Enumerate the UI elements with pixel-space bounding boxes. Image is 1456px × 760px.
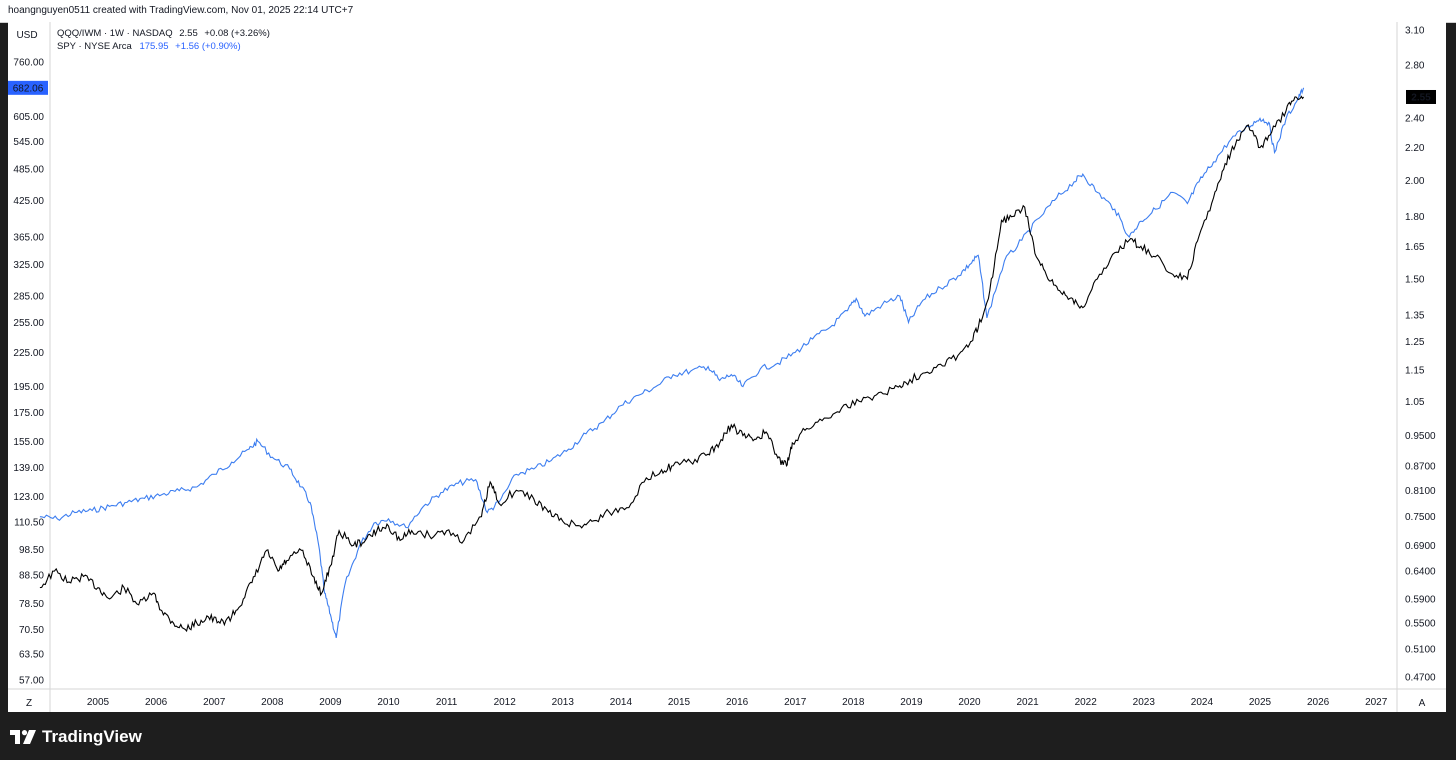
right-axis-tick-label: 0.6900 <box>1405 541 1436 552</box>
tradingview-brand[interactable]: TradingView <box>10 727 142 747</box>
log-scale-button[interactable]: Z <box>26 698 32 709</box>
spy-last-price-bg <box>8 80 48 95</box>
left-axis-tick-label: 255.00 <box>13 318 44 329</box>
left-axis-tick-label: 760.00 <box>13 58 44 69</box>
ratio-last-price-value: 2.55 <box>1411 92 1431 103</box>
time-axis-tick-label: 2026 <box>1307 697 1330 708</box>
time-axis-tick-label: 2015 <box>668 697 691 708</box>
right-axis-tick-label: 1.35 <box>1405 311 1425 322</box>
legend-series-spy[interactable]: SPY · NYSE Arca 175.95 +1.56 (+0.90%) <box>57 41 241 52</box>
tradingview-wordmark: TradingView <box>42 727 142 746</box>
time-axis-tick-label: 2019 <box>900 697 923 708</box>
right-axis-tick-label: 0.4700 <box>1405 673 1436 684</box>
time-axis-tick-label: 2021 <box>1016 697 1039 708</box>
left-axis-tick-label: 225.00 <box>13 348 44 359</box>
right-axis-tick-label: 2.20 <box>1405 143 1425 154</box>
legend-series-ratio[interactable]: QQQ/IWM · 1W · NASDAQ 2.55 +0.08 (+3.26%… <box>57 28 270 39</box>
auto-scale-button[interactable]: A <box>1419 698 1426 709</box>
time-axis-tick-label: 2013 <box>552 697 575 708</box>
right-axis-tick-label: 3.10 <box>1405 26 1425 37</box>
time-axis[interactable]: 2005 2006 2007 2008 2009 2010 2011 2012 2013 2014… <box>87 697 1388 708</box>
time-axis-tick-label: 2018 <box>842 697 865 708</box>
left-price-axis[interactable]: 760.00 605.00 545.00 485.00 425.00 365.00 325.… <box>13 58 44 687</box>
time-axis-tick-label: 2010 <box>377 697 400 708</box>
time-axis-tick-label: 2016 <box>726 697 749 708</box>
legend-spy-value: 175.95 <box>139 41 168 52</box>
right-axis-tick-label: 0.5900 <box>1405 595 1436 606</box>
left-axis-tick-label: 98.50 <box>19 545 44 556</box>
left-axis-tick-label: 195.00 <box>13 382 44 393</box>
left-axis-tick-label: 545.00 <box>13 137 44 148</box>
tradingview-logo-icon <box>10 730 36 744</box>
right-axis-tick-label: 1.25 <box>1405 337 1425 348</box>
right-axis-tick-label: 1.05 <box>1405 397 1425 408</box>
ratio-series-line[interactable] <box>39 95 1305 633</box>
time-axis-tick-label: 2007 <box>203 697 226 708</box>
chart-canvas[interactable]: USD Z A 760.00 605.00 545.00 485.00 425.00 36… <box>8 22 1446 712</box>
chart-caption: hoangnguyen0511 created with TradingView… <box>8 5 354 16</box>
right-axis-tick-label: 2.00 <box>1405 176 1425 187</box>
time-axis-tick-label: 2011 <box>436 697 458 708</box>
time-axis-tick-label: 2020 <box>958 697 981 708</box>
right-axis-tick-label: 1.80 <box>1405 212 1425 223</box>
left-axis-tick-label: 605.00 <box>13 112 44 123</box>
time-axis-tick-label: 2014 <box>610 697 633 708</box>
left-axis-tick-label: 78.50 <box>19 599 44 610</box>
left-axis-tick-label: 425.00 <box>13 196 44 207</box>
left-axis-tick-label: 485.00 <box>13 165 44 176</box>
right-axis-tick-label: 0.9500 <box>1405 431 1436 442</box>
left-axis-tick-label: 325.00 <box>13 260 44 271</box>
time-axis-tick-label: 2025 <box>1249 697 1272 708</box>
left-axis-tick-label: 110.50 <box>14 518 44 529</box>
right-axis-tick-label: 0.7500 <box>1405 512 1436 523</box>
left-axis-tick-label: 365.00 <box>13 232 44 243</box>
right-price-axis[interactable]: 3.10 2.80 2.40 2.20 2.00 1.80 1.65 1.50 1.35 1.25… <box>1405 26 1436 684</box>
time-axis-tick-label: 2012 <box>494 697 517 708</box>
legend-ratio-change: +0.08 (+3.26%) <box>204 28 270 39</box>
spy-last-price-label: 682.06 <box>8 80 48 95</box>
right-axis-tick-label: 0.5100 <box>1405 644 1436 655</box>
left-axis-tick-label: 57.00 <box>19 676 44 687</box>
footer-bar: TradingView <box>0 712 1456 760</box>
right-axis-tick-label: 2.80 <box>1405 60 1425 71</box>
time-axis-tick-label: 2006 <box>145 697 168 708</box>
right-axis-tick-label: 0.5500 <box>1405 619 1436 630</box>
plot-area[interactable] <box>39 87 1305 638</box>
legend-spy-label: SPY · NYSE Arca <box>57 41 133 52</box>
chart-frame[interactable]: USD Z A 760.00 605.00 545.00 485.00 425.00 36… <box>8 22 1446 712</box>
time-axis-tick-label: 2008 <box>261 697 284 708</box>
right-axis-tick-label: 2.40 <box>1405 113 1425 124</box>
chart-legend[interactable]: QQQ/IWM · 1W · NASDAQ 2.55 +0.08 (+3.26%… <box>57 28 270 52</box>
left-axis-tick-label: 285.00 <box>13 292 44 303</box>
right-axis-tick-label: 0.8700 <box>1405 461 1436 472</box>
ratio-last-price-bg <box>1406 89 1436 104</box>
left-axis-tick-label: 123.00 <box>13 492 44 503</box>
left-axis-tick-label: 63.50 <box>19 650 44 661</box>
left-axis-tick-label: 155.00 <box>13 437 44 448</box>
left-axis-tick-label: 139.00 <box>13 463 44 474</box>
legend-spy-change: +1.56 (+0.90%) <box>175 41 241 52</box>
left-axis-tick-label: 175.00 <box>13 408 44 419</box>
spy-last-price-value: 682.06 <box>13 83 44 94</box>
right-axis-tick-label: 1.15 <box>1405 366 1425 377</box>
left-axis-unit: USD <box>16 30 37 41</box>
time-axis-tick-label: 2027 <box>1365 697 1388 708</box>
right-axis-tick-label: 1.50 <box>1405 274 1425 285</box>
right-axis-tick-label: 0.8100 <box>1405 486 1436 497</box>
left-axis-tick-label: 70.50 <box>19 625 44 636</box>
legend-ratio-value: 2.55 <box>179 28 198 39</box>
chart-caption-bar: hoangnguyen0511 created with TradingView… <box>0 0 1456 23</box>
time-axis-tick-label: 2023 <box>1133 697 1156 708</box>
right-axis-tick-label: 1.65 <box>1405 242 1425 253</box>
spy-series-line[interactable] <box>39 87 1305 638</box>
time-axis-tick-label: 2017 <box>784 697 807 708</box>
time-axis-tick-label: 2005 <box>87 697 110 708</box>
legend-ratio-label: QQQ/IWM · 1W · NASDAQ <box>57 28 173 39</box>
right-axis-tick-label: 0.6400 <box>1405 567 1436 578</box>
time-axis-tick-label: 2024 <box>1191 697 1214 708</box>
time-axis-tick-label: 2009 <box>319 697 342 708</box>
ratio-last-price-label: 2.55 <box>1406 89 1436 104</box>
time-axis-tick-label: 2022 <box>1075 697 1098 708</box>
left-axis-tick-label: 88.50 <box>19 571 44 582</box>
